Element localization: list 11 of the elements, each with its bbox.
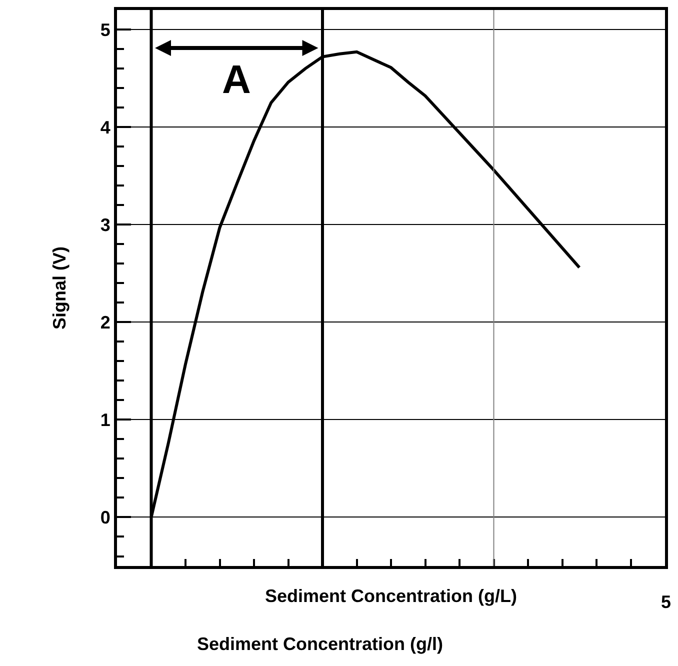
y-tick-label: 4	[100, 117, 110, 138]
x-axis-title: Sediment Concentration (g/L)	[265, 586, 518, 606]
y-tick-label: 3	[100, 214, 110, 235]
y-tick-label: 2	[100, 312, 110, 332]
y-tick-label: 5	[100, 20, 110, 40]
text: 5	[661, 592, 672, 612]
text: Sediment Concentration (g/l)	[197, 634, 444, 654]
y-axis-title: Signal (V)	[50, 246, 70, 330]
y-tick-label: 1	[100, 410, 110, 430]
annotation: A	[222, 58, 251, 102]
y-tick-label: 0	[100, 508, 110, 528]
